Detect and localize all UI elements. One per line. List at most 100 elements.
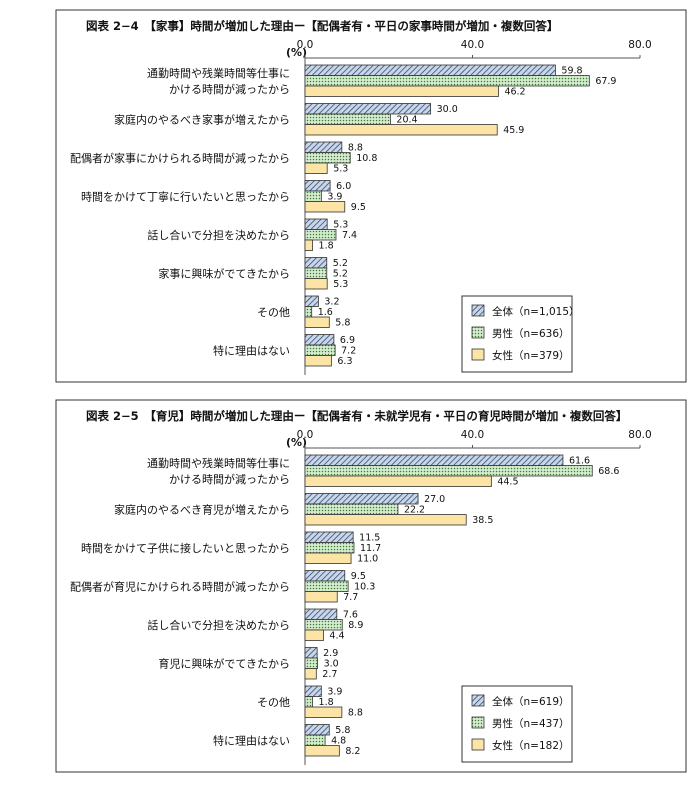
legend-entry: 男性（n=437） [492,717,570,730]
category-label: 配偶者が育児にかけられる時間が減ったから [70,579,290,593]
data-label: 6.9 [340,335,355,346]
bar [304,141,343,153]
data-label: 38.5 [472,515,493,526]
unit-label: (%) [286,436,307,449]
bar [304,619,343,631]
bar [304,580,349,592]
data-label: 11.0 [357,554,378,565]
chart-title: 図表 2−5 【育児】時間が増加した理由ー【配偶者有・未就学児有・平日の育児時間… [86,409,627,423]
data-label: 5.2 [333,258,348,269]
chart-svg-2: 図表 2−5 【育児】時間が増加した理由ー【配偶者有・未就学児有・平日の育児時間… [55,399,687,773]
data-label: 44.5 [497,477,518,488]
data-label: 1.6 [318,307,333,318]
legend: 全体（n=619） 男性（n=437） 女性（n=182） [461,685,573,763]
category-label: その他 [257,696,290,709]
bar [304,685,322,697]
data-label: 8.9 [348,620,363,631]
bar [304,696,313,708]
data-label: 8.8 [348,708,363,719]
data-label: 59.8 [561,66,582,77]
data-label: 7.7 [343,592,358,603]
data-label: 5.3 [333,220,348,231]
bar [304,152,351,164]
bar [304,724,330,736]
data-label: 7.6 [343,610,358,621]
chart-frame [55,399,687,773]
data-label: 46.2 [504,87,525,98]
bar [304,734,326,746]
legend-entry: 男性（n=636） [492,327,570,340]
chart-svg-1: 図表 2−4 【家事】時間が増加した理由ー【配偶者有・平日の家事時間が増加・複数… [55,9,687,383]
bar [304,629,324,641]
tick-label: 0.0 [297,39,314,51]
bar [304,306,313,318]
legend-entry: 女性（n=379） [492,349,570,362]
bar [304,103,432,115]
bar [304,316,330,328]
bar [304,608,338,620]
bar [304,267,328,279]
bar [304,668,317,680]
chart-housework: 図表 2−4 【家事】時間が増加した理由ー【配偶者有・平日の家事時間が増加・複数… [0,8,700,392]
bar [304,278,328,290]
legend: 全体（n=1,015） 男性（n=636） 女性（n=379） [461,295,580,373]
bar [304,218,328,230]
data-label: 3.9 [327,192,342,203]
data-label: 9.5 [351,571,366,582]
bar [304,64,556,76]
category-label: 時間をかけて丁寧に行いたいと思ったから [81,189,290,203]
bar [304,75,590,87]
bar [304,190,322,202]
data-label: 45.9 [503,125,524,136]
tick-label: 0.0 [297,429,314,441]
category-label: 家庭内のやるべき育児が増えたから [114,502,290,516]
legend-entry: 女性（n=182） [492,739,570,752]
category-label: 特に理由はない [213,733,290,747]
bar [304,503,399,515]
data-label: 7.4 [342,230,357,241]
data-label: 4.4 [329,631,344,642]
data-label: 4.8 [331,736,346,747]
data-label: 3.0 [324,659,339,670]
data-label: 5.3 [333,279,348,290]
data-label: 68.6 [598,466,619,477]
bar [304,201,346,213]
chart-title: 図表 2−4 【家事】時間が増加した理由ー【配偶者有・平日の家事時間が増加・複数… [86,19,558,33]
bar [304,647,318,659]
data-label: 20.4 [396,115,417,126]
bar [304,257,328,269]
bar [304,454,564,466]
bar [304,229,337,241]
data-label: 11.5 [359,533,380,544]
data-label: 5.8 [335,725,350,736]
category-label: 家事に興味がでてきたから [158,266,290,280]
data-label: 67.9 [595,76,616,87]
bar [304,124,498,136]
bar [304,706,343,718]
bar [304,113,391,125]
bar [304,475,492,487]
data-label: 5.3 [333,164,348,175]
bar [304,239,313,251]
data-label: 3.2 [324,297,339,308]
bar [304,295,319,307]
data-label: 8.8 [348,143,363,154]
category-label: 通勤時間や残業時間等仕事にかける時間が減ったから [147,456,290,486]
bar [304,531,354,543]
data-label: 5.8 [335,318,350,329]
bar [304,355,332,367]
legend-swatch [471,738,485,751]
legend-swatch [471,304,485,317]
legend-entry: 全体（n=1,015） [492,305,580,318]
category-label: その他 [257,306,290,319]
data-label: 22.2 [404,505,425,516]
bar [304,344,336,356]
bar [304,657,318,669]
bar [304,570,346,582]
bar [304,465,593,477]
legend-entry: 全体（n=619） [492,695,570,708]
category-label: 育児に興味がでてきたから [158,656,290,670]
data-label: 10.3 [354,582,375,593]
category-label: 配偶者が家事にかけられる時間が減ったから [70,151,290,165]
tick-label: 40.0 [461,429,484,441]
